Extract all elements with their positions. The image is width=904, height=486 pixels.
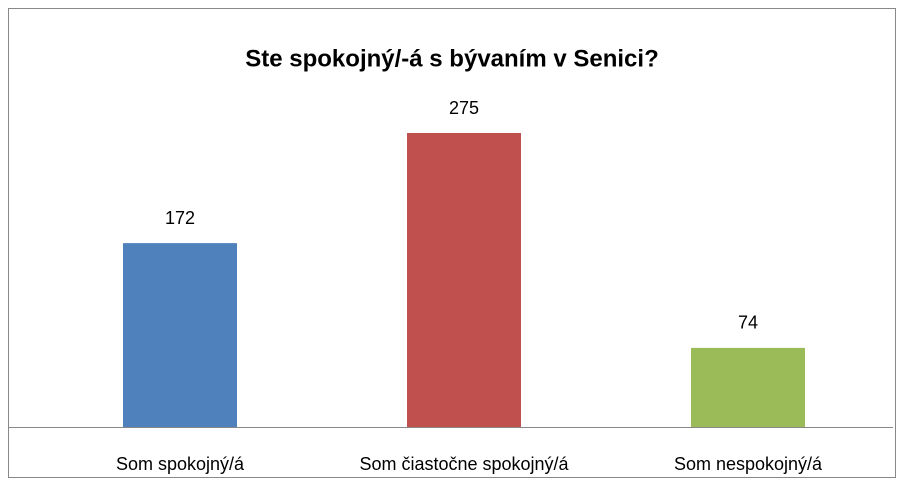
x-tick-label: Som nespokojný/á [674, 454, 823, 474]
chart-title: Ste spokojný/-á s bývaním v Senici? [245, 45, 658, 72]
bar [407, 133, 521, 427]
bar [123, 243, 237, 427]
data-label: 74 [738, 313, 758, 333]
data-label: 275 [449, 98, 479, 118]
x-tick-label: Som spokojný/á [116, 454, 245, 474]
x-tick-label: Som čiastočne spokojný/á [359, 454, 569, 474]
bar [691, 347, 805, 427]
data-label: 172 [165, 208, 195, 228]
